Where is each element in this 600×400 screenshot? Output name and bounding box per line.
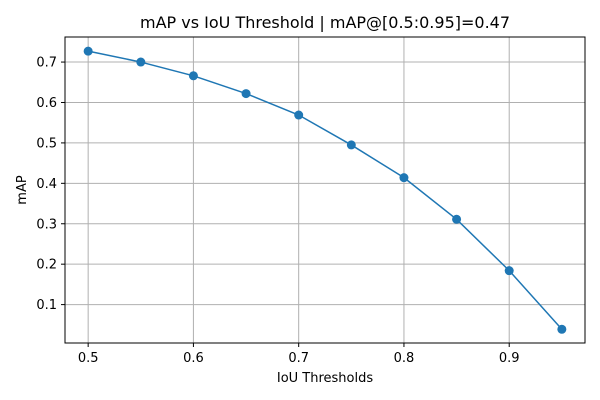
x-axis-label: IoU Thresholds — [277, 371, 374, 386]
x-tick-label: 0.6 — [183, 351, 204, 366]
y-tick-label: 0.6 — [36, 96, 57, 111]
data-point-0.95 — [557, 324, 567, 334]
series-line-mAP — [88, 50, 563, 330]
data-point-0.65 — [241, 89, 251, 99]
x-tick-label: 0.9 — [499, 351, 520, 366]
data-point-0.7 — [294, 110, 304, 120]
y-axis-label: mAP — [15, 175, 30, 205]
y-tick-label: 0.5 — [36, 136, 57, 151]
plot-frame — [64, 36, 586, 344]
x-tick-label: 0.8 — [394, 351, 415, 366]
data-point-0.75 — [346, 140, 356, 150]
y-tick-label: 0.1 — [36, 298, 57, 313]
data-point-0.9 — [504, 266, 514, 276]
data-point-0.8 — [399, 173, 409, 183]
axes: 0.5 0.6 0.7 0.8 0.9 0.1 0.2 0.3 0.4 0.5 0.6 0.7 — [36, 36, 586, 366]
y-tick-label: 0.2 — [36, 258, 57, 273]
y-tick-label: 0.4 — [36, 177, 57, 192]
series-layer — [83, 46, 567, 334]
grid — [65, 37, 585, 343]
y-tick-label: 0.7 — [36, 56, 57, 71]
chart-title: mAP vs IoU Threshold | mAP@[0.5:0.95]=0.… — [140, 13, 510, 32]
x-tick-label: 0.5 — [78, 351, 99, 366]
data-point-0.6 — [188, 71, 198, 81]
data-point-0.85 — [452, 214, 462, 224]
data-point-0.5 — [83, 46, 93, 56]
x-tick-label: 0.7 — [288, 351, 309, 366]
data-point-0.55 — [136, 57, 146, 67]
y-tick-label: 0.3 — [36, 217, 57, 232]
